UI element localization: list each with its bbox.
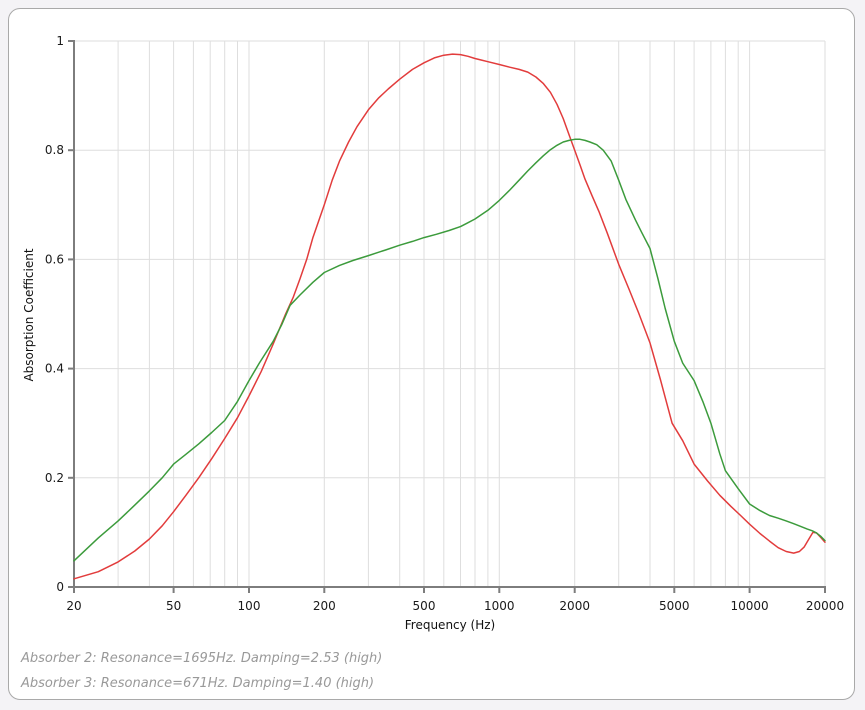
y-tick-label: 0.2 bbox=[45, 471, 64, 485]
absorber-3-curve bbox=[73, 53, 826, 580]
x-tick-label: 2000 bbox=[559, 599, 590, 613]
x-axis-title: Frequency (Hz) bbox=[405, 618, 496, 632]
note-absorber-2: Absorber 2: Resonance=1695Hz. Damping=2.… bbox=[21, 651, 383, 666]
x-tick-label: 500 bbox=[413, 599, 436, 613]
y-axis-title: Absorption Coefficient bbox=[22, 248, 36, 381]
x-tick-label: 200 bbox=[313, 599, 336, 613]
y-tick-label: 0.4 bbox=[45, 362, 64, 376]
y-tick-label: 0.8 bbox=[45, 143, 64, 157]
y-tick-label: 0 bbox=[56, 580, 64, 594]
y-tick-label: 1 bbox=[56, 34, 64, 48]
note-absorber-3: Absorber 3: Resonance=671Hz. Damping=1.4… bbox=[21, 676, 375, 691]
y-tick-label: 0.6 bbox=[45, 252, 64, 266]
absorber-2-curve bbox=[73, 138, 826, 562]
x-tick-label: 50 bbox=[166, 599, 181, 613]
x-tick-label: 20000 bbox=[806, 599, 844, 613]
x-tick-label: 5000 bbox=[659, 599, 690, 613]
x-tick-label: 100 bbox=[238, 599, 261, 613]
x-tick-label: 20 bbox=[66, 599, 81, 613]
x-tick-label: 10000 bbox=[731, 599, 769, 613]
x-tick-label: 1000 bbox=[484, 599, 515, 613]
